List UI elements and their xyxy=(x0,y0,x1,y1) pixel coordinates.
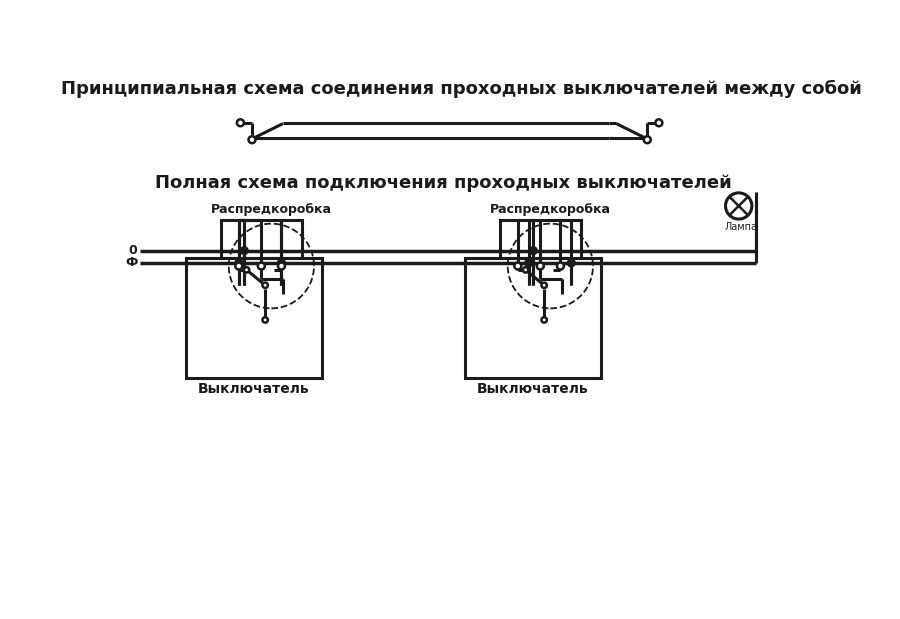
Text: Принципиальная схема соединения проходных выключателей между собой: Принципиальная схема соединения проходны… xyxy=(61,80,861,98)
Circle shape xyxy=(240,247,248,254)
Text: Распредкоробка: Распредкоробка xyxy=(211,203,332,216)
Circle shape xyxy=(244,267,249,272)
Circle shape xyxy=(529,247,537,254)
Circle shape xyxy=(514,262,521,269)
Circle shape xyxy=(655,119,662,126)
Circle shape xyxy=(542,282,547,288)
Text: Ф: Ф xyxy=(125,256,138,269)
Circle shape xyxy=(263,317,268,322)
Circle shape xyxy=(237,119,244,126)
Circle shape xyxy=(277,259,285,267)
Text: 0: 0 xyxy=(129,244,138,257)
Circle shape xyxy=(644,136,651,143)
Text: Лампа: Лампа xyxy=(724,222,758,232)
Circle shape xyxy=(248,136,256,143)
Text: Полная схема подключения проходных выключателей: Полная схема подключения проходных выклю… xyxy=(155,173,732,192)
Text: Выключатель: Выключатель xyxy=(198,381,310,396)
Circle shape xyxy=(235,259,243,267)
Circle shape xyxy=(278,262,285,269)
Bar xyxy=(500,220,581,258)
Text: Распредкоробка: Распредкоробка xyxy=(490,203,611,216)
Circle shape xyxy=(536,262,544,269)
Circle shape xyxy=(523,267,528,272)
Bar xyxy=(186,258,322,378)
Bar xyxy=(465,258,601,378)
Circle shape xyxy=(263,282,268,288)
Text: Выключатель: Выключатель xyxy=(477,381,589,396)
Circle shape xyxy=(557,262,564,269)
Circle shape xyxy=(235,262,242,269)
Bar xyxy=(221,220,302,258)
Circle shape xyxy=(567,259,575,267)
Circle shape xyxy=(257,262,265,269)
Circle shape xyxy=(525,259,533,267)
Circle shape xyxy=(542,317,547,322)
